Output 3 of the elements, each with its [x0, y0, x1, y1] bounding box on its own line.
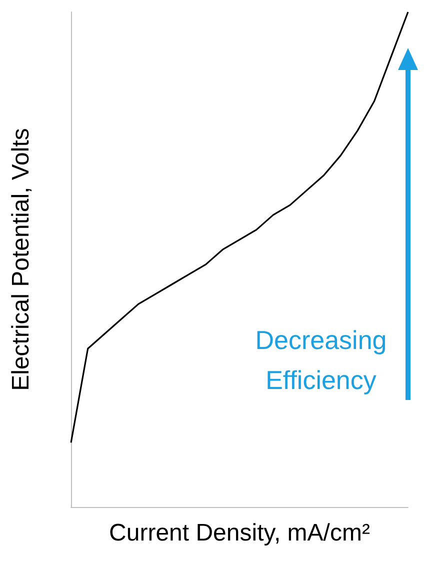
annotation: Decreasing Efficiency [254, 324, 388, 397]
x-axis-title: Current Density, mA/cm² [109, 520, 370, 546]
y-axis-title: Electrical Potential, Volts [8, 128, 34, 391]
